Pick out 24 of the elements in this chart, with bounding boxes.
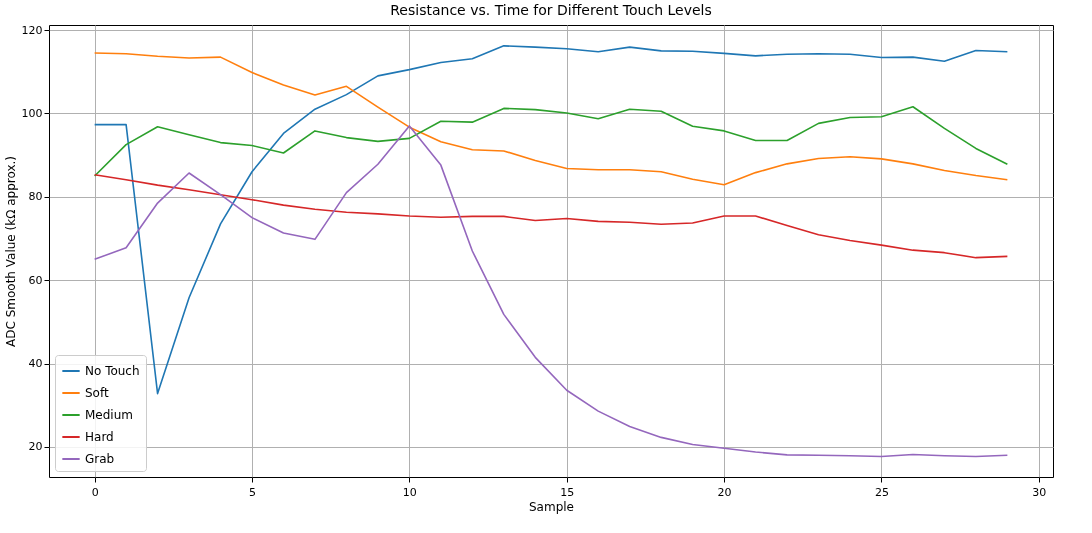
line-series: [93, 173, 1009, 259]
legend-label: Grab: [85, 452, 115, 466]
y-tick-label: 60: [28, 273, 43, 287]
x-axis-title: Sample: [529, 499, 574, 514]
y-tick-label: 80: [28, 190, 43, 204]
y-axis-title: ADC Smooth Value (kΩ approx.): [3, 156, 18, 347]
y-tick-label: 20: [28, 440, 43, 454]
legend-label: Medium: [85, 408, 133, 422]
legend-label: Soft: [85, 386, 109, 400]
x-tick-label: 5: [249, 485, 256, 499]
line-series: [93, 52, 1009, 186]
legend-label: Hard: [85, 430, 114, 444]
y-tick-label: 40: [28, 357, 43, 371]
x-tick-label: 15: [560, 485, 575, 499]
x-tick-label: 30: [1032, 485, 1047, 499]
line-series: [93, 105, 1009, 177]
y-tick-label: 120: [21, 23, 43, 37]
y-tick-label: 100: [21, 106, 43, 120]
x-tick-label: 10: [402, 485, 417, 499]
x-tick-label: 20: [717, 485, 732, 499]
chart-title: Resistance vs. Time for Different Touch Levels: [390, 2, 712, 18]
legend-label: No Touch: [85, 364, 140, 378]
x-tick-label: 0: [91, 485, 99, 499]
x-tick-label: 25: [874, 485, 889, 499]
